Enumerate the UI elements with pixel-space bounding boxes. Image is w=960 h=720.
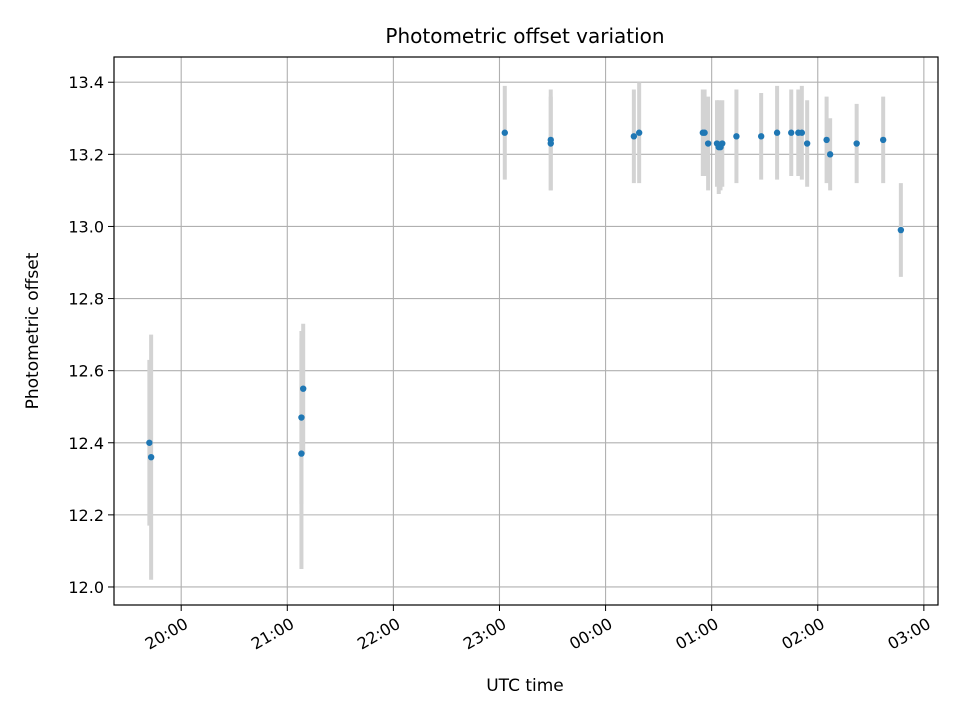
y-axis-label: Photometric offset (23, 252, 43, 409)
data-point (826, 151, 834, 158)
data-point (757, 133, 765, 140)
data-point (733, 133, 740, 140)
y-tick-label: 12.2 (68, 506, 104, 525)
data-point (300, 385, 307, 392)
x-axis-label: UTC time (486, 676, 564, 696)
y-tick-label: 12.8 (68, 290, 104, 309)
data-point (773, 129, 781, 136)
y-axis: 12.0 12.2 12.4 12.6 12.8 13.0 13.2 13.4 (68, 73, 114, 597)
data-point (719, 140, 726, 147)
data-point (547, 136, 554, 144)
data-point (823, 136, 830, 144)
y-tick-label: 12.4 (68, 434, 104, 453)
data-point (701, 129, 708, 136)
y-tick-label: 12.0 (68, 578, 104, 597)
grid (114, 57, 938, 605)
data-points (146, 129, 905, 461)
chart-title: Photometric offset variation (385, 24, 664, 48)
data-point (879, 136, 887, 144)
y-tick-label: 13.2 (68, 145, 104, 164)
data-point (803, 140, 811, 147)
data-point (704, 140, 712, 147)
data-point (635, 129, 643, 136)
data-point (298, 414, 305, 421)
y-tick-label: 13.4 (68, 73, 104, 92)
data-point (897, 226, 905, 234)
plot-frame (113, 56, 939, 606)
data-point (853, 140, 860, 147)
data-point (147, 453, 155, 461)
data-point (798, 129, 806, 136)
y-tick-label: 13.0 (68, 217, 104, 236)
data-point (788, 129, 795, 136)
data-point (146, 439, 153, 446)
data-point (298, 450, 305, 457)
data-point (501, 129, 508, 136)
data-point (630, 133, 638, 140)
y-tick-label: 12.6 (68, 362, 104, 381)
